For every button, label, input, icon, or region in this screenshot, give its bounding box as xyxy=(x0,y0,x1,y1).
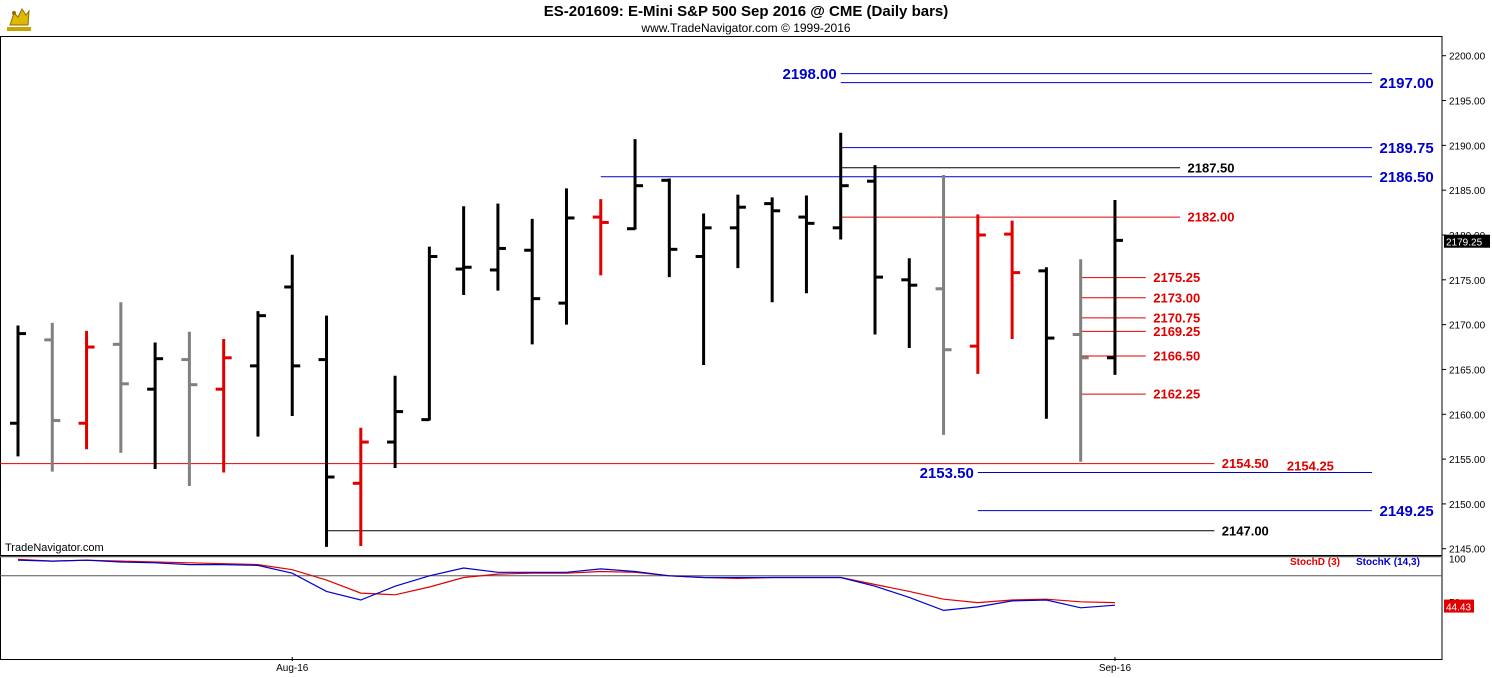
watermark: TradeNavigator.com xyxy=(5,542,104,554)
golden-bull-icon xyxy=(7,8,31,31)
stoch-panel-frame xyxy=(0,556,1443,660)
stoch-series-line xyxy=(17,559,1116,612)
y-tick-label: 2185.00 xyxy=(1449,186,1486,197)
level-label: 2169.25 xyxy=(1153,324,1200,339)
last-price-tag xyxy=(1444,234,1490,248)
last-price-label: 2179.25 xyxy=(1446,238,1483,249)
level-label: 2187.50 xyxy=(1188,160,1235,175)
level-label: 2175.25 xyxy=(1153,270,1200,285)
level-label: 2170.75 xyxy=(1153,310,1200,325)
level-label: 2173.00 xyxy=(1153,290,1200,305)
x-tick-label: Aug-16 xyxy=(276,663,309,674)
y-tick-label: 2190.00 xyxy=(1449,141,1486,152)
level-label: 2186.50 xyxy=(1379,169,1433,186)
chart-title: ES-201609: E-Mini S&P 500 Sep 2016 @ CME… xyxy=(543,3,949,20)
stoch-last-tag xyxy=(1444,599,1474,613)
y-tick-label: 2200.00 xyxy=(1449,52,1486,63)
x-tick-label: Sep-16 xyxy=(1099,663,1132,674)
level-label: 2153.50 xyxy=(920,465,974,482)
stoch-last-label: 44.43 xyxy=(1446,603,1471,614)
level-label: 2182.00 xyxy=(1188,210,1235,225)
level-label: 2147.00 xyxy=(1222,523,1269,538)
y-tick-label: 2155.00 xyxy=(1449,455,1486,466)
price-panel-frame xyxy=(0,36,1443,556)
y-tick-label: 2195.00 xyxy=(1449,97,1486,108)
y-tick-label: 2165.00 xyxy=(1449,365,1486,376)
y-tick-label: 2175.00 xyxy=(1449,276,1486,287)
level-label: 2162.25 xyxy=(1153,387,1200,402)
level-label: 2154.25 xyxy=(1287,458,1334,473)
level-label: 2149.25 xyxy=(1379,503,1433,520)
stoch-y-tick-label: 100 xyxy=(1449,555,1466,566)
stoch-d-legend: StochD (3) xyxy=(1290,557,1340,568)
stoch-k-legend: StochK (14,3) xyxy=(1356,557,1420,568)
level-label: 2197.00 xyxy=(1379,75,1433,92)
y-tick-label: 2145.00 xyxy=(1449,545,1486,556)
level-label: 2166.50 xyxy=(1153,349,1200,364)
y-tick-label: 2170.00 xyxy=(1449,321,1486,332)
level-label: 2154.50 xyxy=(1222,456,1269,471)
stoch-series-line xyxy=(17,558,1116,604)
level-label: 2198.00 xyxy=(782,66,836,83)
chart-subtitle: www.TradeNavigator.com © 1999-2016 xyxy=(641,21,851,35)
y-tick-label: 2150.00 xyxy=(1449,500,1486,511)
y-tick-label: 2160.00 xyxy=(1449,410,1486,421)
level-label: 2189.75 xyxy=(1379,140,1433,157)
